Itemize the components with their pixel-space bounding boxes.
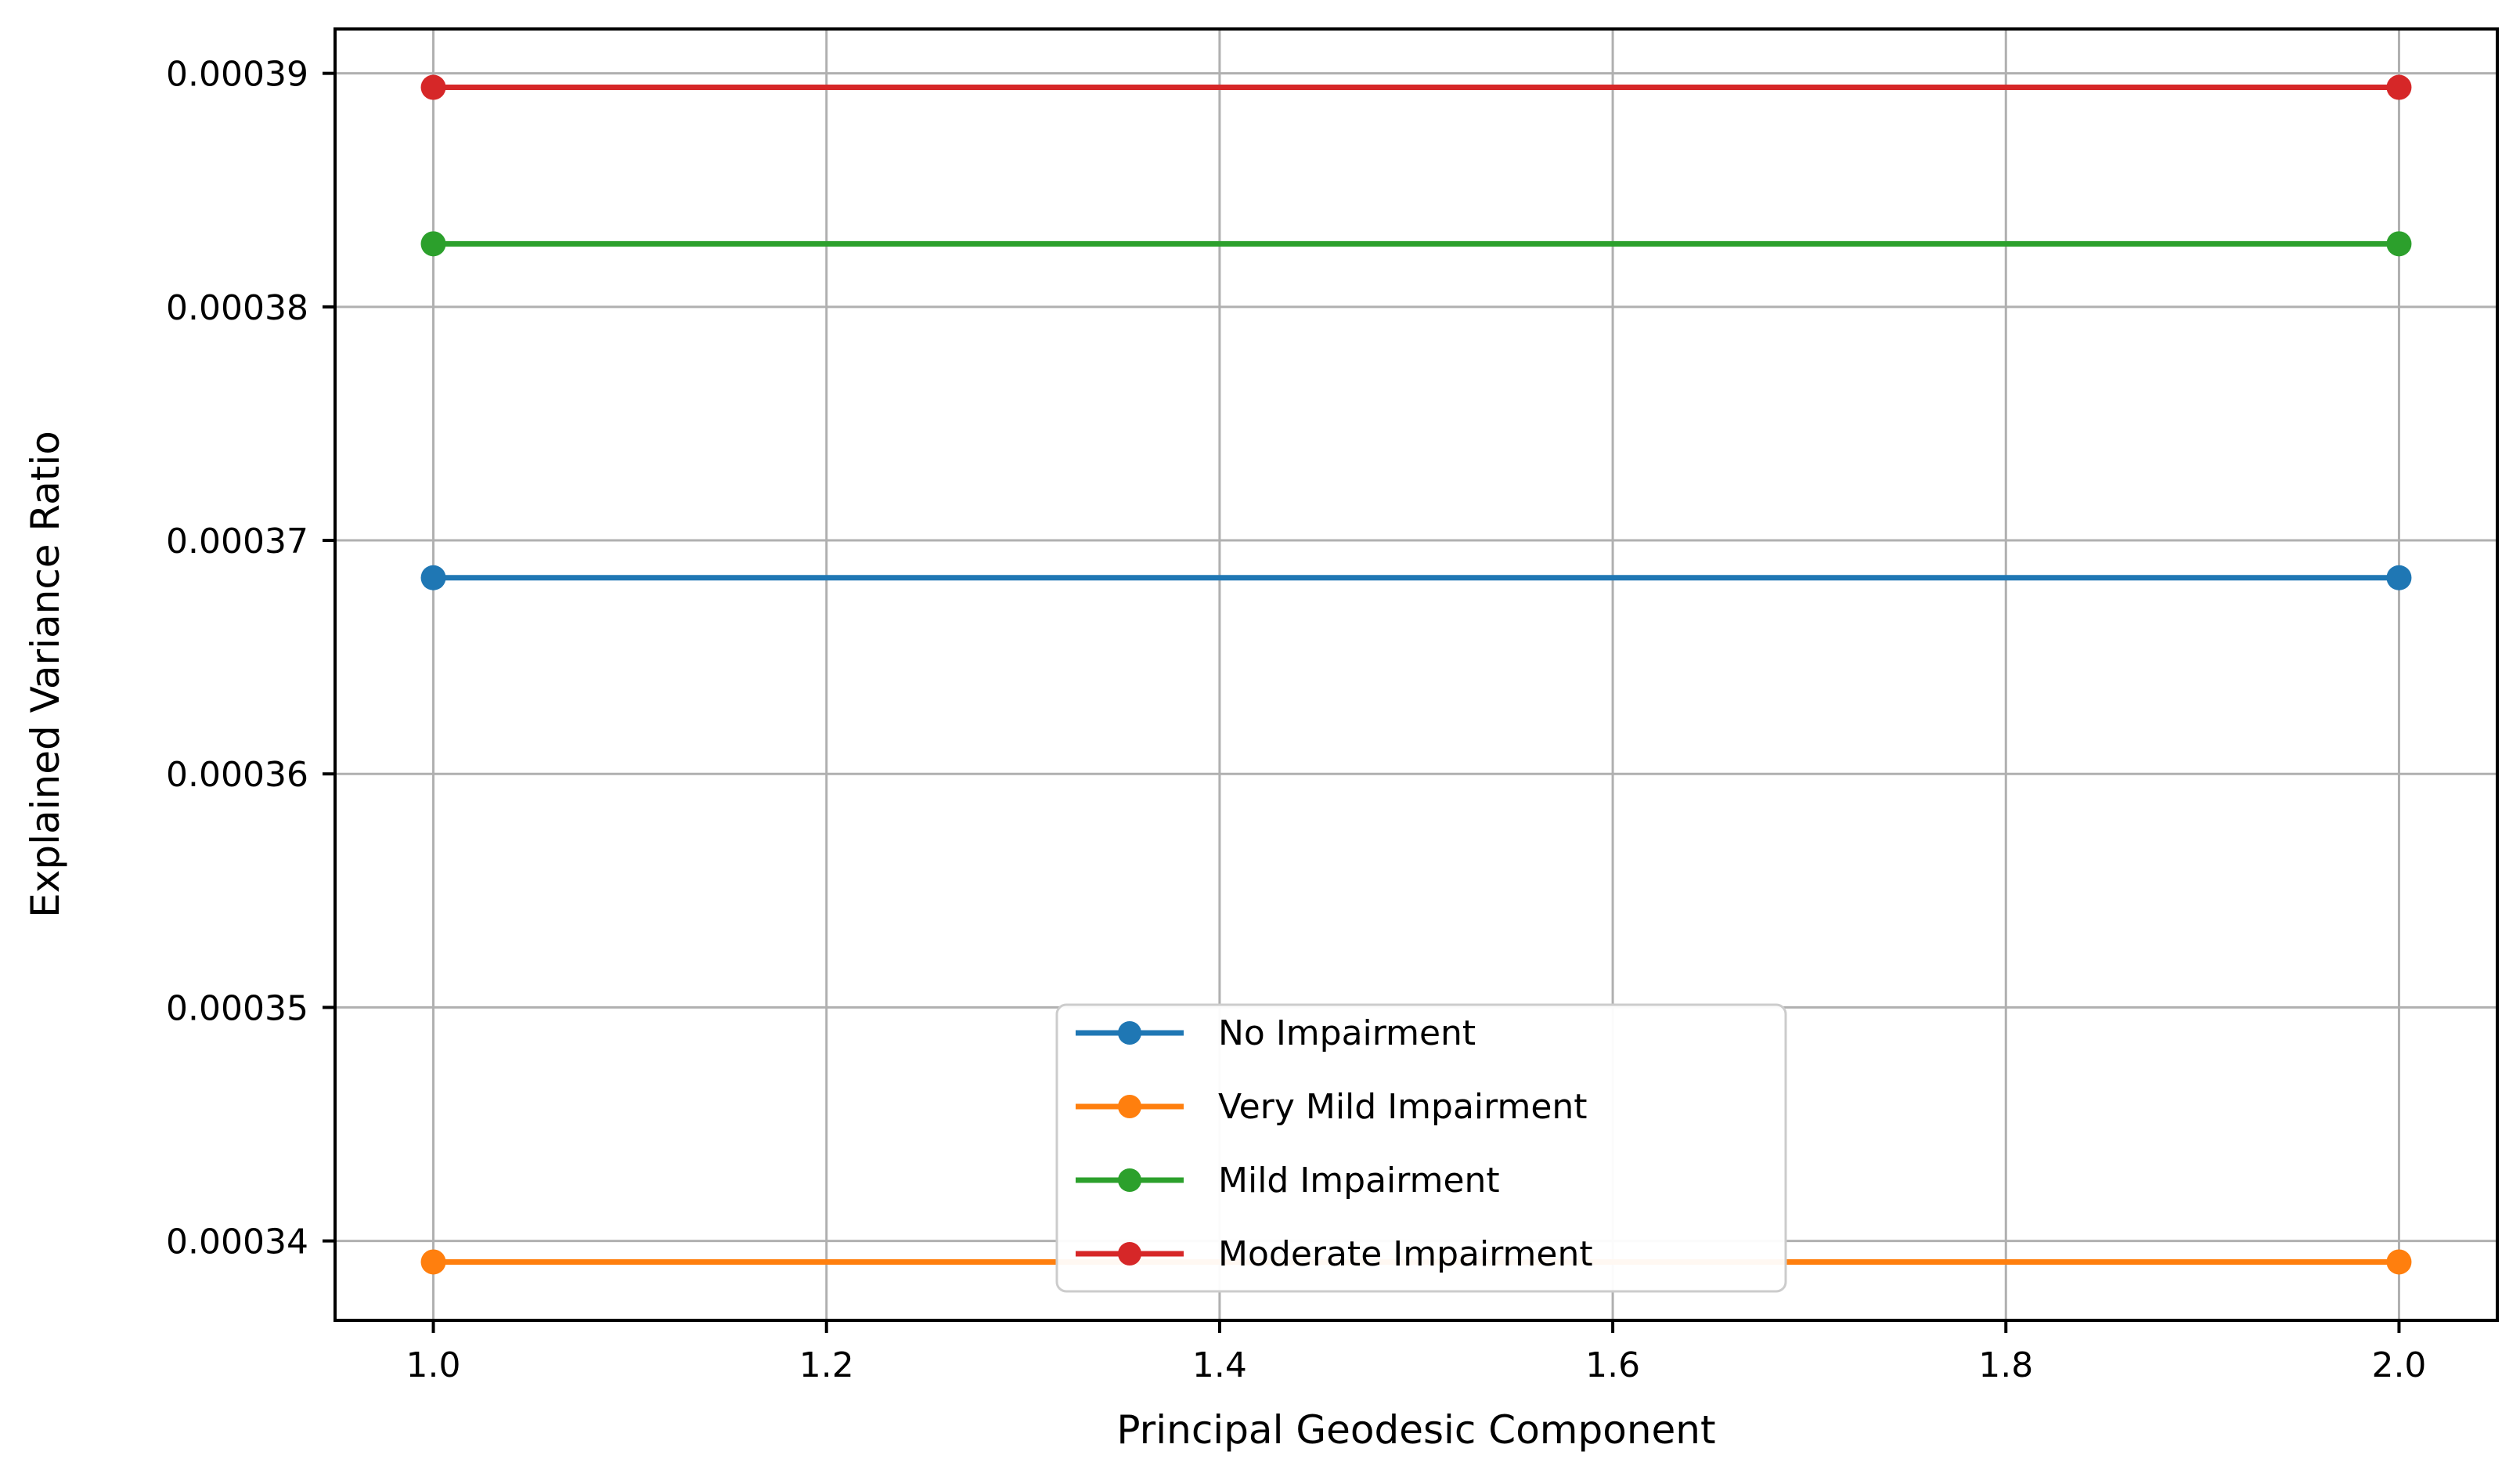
series-layer (420, 74, 2412, 1275)
data-point-marker-mild-impairment (2386, 231, 2412, 257)
y-tick-label: 0.00037 (166, 522, 308, 561)
data-point-marker-no-impairment (420, 565, 446, 590)
x-tick-label: 1.0 (406, 1345, 461, 1385)
y-tick-label: 0.00038 (166, 288, 308, 328)
x-tick-label: 1.8 (1978, 1345, 2033, 1385)
data-point-marker-no-impairment (2386, 565, 2412, 590)
legend-entry-label-moderate-impairment: Moderate Impairment (1218, 1234, 1593, 1274)
x-tick-label: 1.2 (799, 1345, 854, 1385)
legend-sample-marker-moderate-impairment (1118, 1242, 1141, 1266)
plot-border (333, 27, 2499, 1322)
x-tick-label: 1.4 (1192, 1345, 1247, 1385)
legend-box (1055, 1003, 1787, 1293)
y-tick-label: 0.00034 (166, 1222, 308, 1262)
y-tick-label: 0.00039 (166, 55, 308, 95)
legend-entry-label-mild-impairment: Mild Impairment (1218, 1161, 1500, 1201)
x-axis-label: Principal Geodesic Component (1116, 1407, 1715, 1453)
x-tick-label: 2.0 (2371, 1345, 2426, 1385)
legend-sample-marker-no-impairment (1118, 1021, 1141, 1045)
data-point-marker-very-mild-impairment (2386, 1249, 2412, 1275)
legend-entry-label-no-impairment: No Impairment (1218, 1013, 1476, 1053)
data-point-marker-very-mild-impairment (420, 1249, 446, 1275)
x-tick-label: 1.6 (1585, 1345, 1640, 1385)
y-axis-label: Explained Variance Ratio (23, 431, 68, 918)
data-point-marker-moderate-impairment (420, 74, 446, 100)
y-tick-label: 0.00036 (166, 755, 308, 795)
y-tick-label: 0.00035 (166, 988, 308, 1028)
data-point-marker-moderate-impairment (2386, 74, 2412, 100)
legend: No Impairment Very Mild Impairment Mild Im… (1055, 1003, 1787, 1293)
legend-sample-marker-mild-impairment (1118, 1168, 1141, 1192)
legend-sample-marker-very-mild-impairment (1118, 1095, 1141, 1118)
axes-layer: 1.0 1.2 1.4 1.6 1.8 2.0 0.00034 0.00035 0.00036 0… (166, 27, 2499, 1385)
data-point-marker-mild-impairment (420, 231, 446, 257)
legend-entry-label-very-mild-impairment: Very Mild Impairment (1218, 1087, 1588, 1127)
